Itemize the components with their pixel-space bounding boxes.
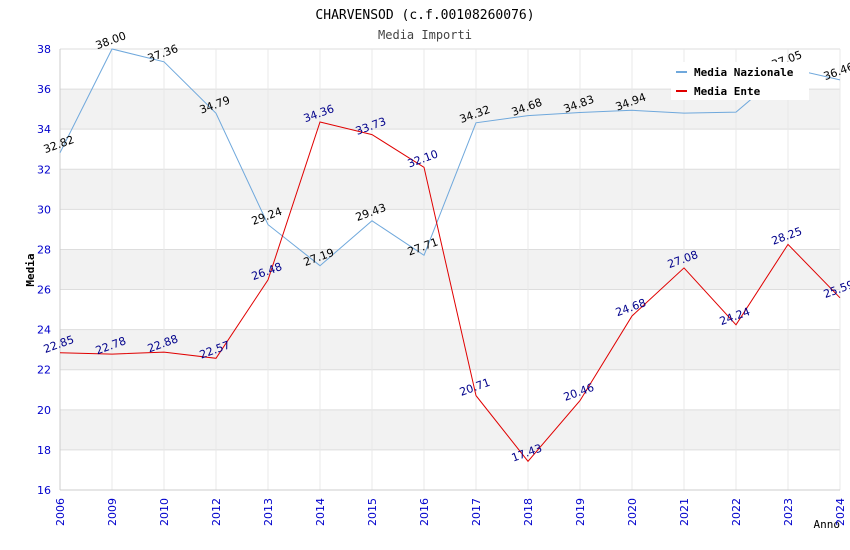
y-axis-label: Media	[24, 253, 37, 286]
x-tick-label: 2010	[158, 498, 171, 526]
x-tick-label: 2013	[262, 498, 275, 526]
x-tick-label: 2023	[782, 498, 795, 526]
series-line-media-ente	[59, 121, 841, 463]
y-tick-label: 34	[37, 123, 51, 136]
grid-band	[60, 449, 840, 490]
y-tick-label: 22	[37, 364, 51, 377]
chart-subtitle: Media Importi	[378, 28, 472, 42]
legend-label: Media Nazionale	[694, 66, 794, 79]
series-line-media-nazionale	[59, 48, 841, 267]
y-tick-label: 16	[37, 484, 51, 497]
x-axis-label: Anno	[814, 518, 841, 531]
x-tick-label: 2019	[574, 498, 587, 526]
x-tick-label: 2020	[626, 498, 639, 526]
y-tick-label: 24	[37, 324, 51, 337]
x-tick-label: 2006	[54, 498, 67, 526]
x-tick-label: 2016	[418, 498, 431, 526]
grid-band	[60, 129, 840, 170]
x-tick-label: 2017	[470, 498, 483, 526]
grid-band	[60, 329, 840, 370]
grid-band	[60, 209, 840, 250]
x-tick-label: 2014	[314, 498, 327, 526]
chart-title: CHARVENSOD (c.f.00108260076)	[315, 8, 534, 23]
x-tick-label: 2022	[730, 498, 743, 526]
series-lines	[59, 48, 841, 463]
x-tick-labels: 2006 2009 2010 2012 2013 2014 2015 2016 2017 2018…	[54, 498, 847, 526]
plot-frame	[59, 49, 840, 491]
x-tick-label: 2021	[678, 498, 691, 526]
y-tick-label: 20	[37, 404, 51, 417]
grid-band	[60, 369, 840, 410]
legend-box	[671, 62, 809, 100]
grid-bands	[59, 48, 841, 491]
x-tick-label: 2015	[366, 498, 379, 526]
y-tick-label: 18	[37, 444, 51, 457]
y-tick-label: 32	[37, 163, 51, 176]
y-tick-label: 36	[37, 83, 51, 96]
legend: Media Nazionale Media Ente	[671, 62, 809, 100]
legend-label: Media Ente	[694, 85, 761, 98]
y-tick-labels: 16 18 20 22 24 26 28 30 32 34 36 38	[37, 43, 51, 497]
grid-band	[60, 409, 840, 450]
y-tick-label: 28	[37, 243, 51, 256]
x-tick-label: 2009	[106, 498, 119, 526]
x-tick-label: 2012	[210, 498, 223, 526]
y-tick-label: 30	[37, 203, 51, 216]
y-tick-label: 26	[37, 284, 51, 297]
x-tick-label: 2024	[834, 498, 847, 526]
y-tick-label: 38	[37, 43, 51, 56]
x-tick-label: 2018	[522, 498, 535, 526]
